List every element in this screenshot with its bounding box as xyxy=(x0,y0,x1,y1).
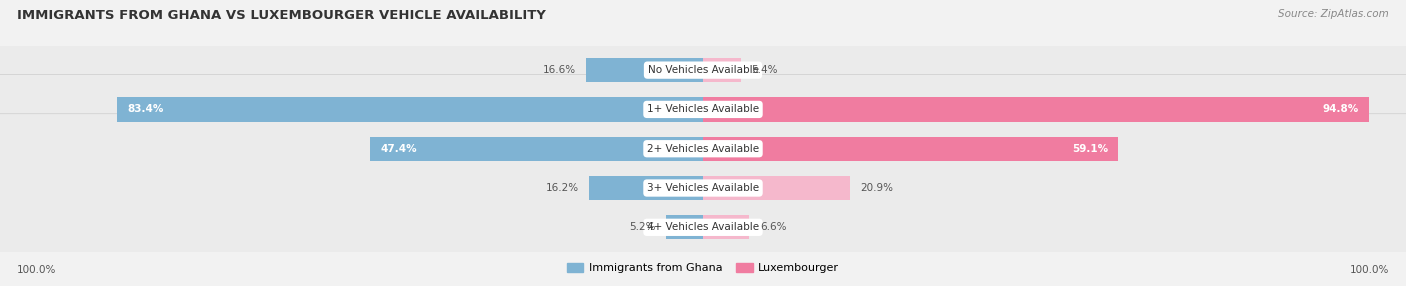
Text: 5.4%: 5.4% xyxy=(752,65,778,75)
Text: 100.0%: 100.0% xyxy=(17,265,56,275)
Text: 3+ Vehicles Available: 3+ Vehicles Available xyxy=(647,183,759,193)
Text: 94.8%: 94.8% xyxy=(1323,104,1360,114)
Legend: Immigrants from Ghana, Luxembourger: Immigrants from Ghana, Luxembourger xyxy=(562,258,844,278)
Text: 20.9%: 20.9% xyxy=(860,183,893,193)
Bar xyxy=(370,136,703,161)
Text: 59.1%: 59.1% xyxy=(1071,144,1108,154)
FancyBboxPatch shape xyxy=(0,74,1406,286)
Text: 100.0%: 100.0% xyxy=(1350,265,1389,275)
Bar xyxy=(703,97,1369,122)
Bar xyxy=(117,97,703,122)
Text: Source: ZipAtlas.com: Source: ZipAtlas.com xyxy=(1278,9,1389,19)
Bar xyxy=(703,215,749,239)
FancyBboxPatch shape xyxy=(0,114,1406,286)
Bar xyxy=(589,176,703,200)
Text: No Vehicles Available: No Vehicles Available xyxy=(648,65,758,75)
Text: 47.4%: 47.4% xyxy=(380,144,418,154)
FancyBboxPatch shape xyxy=(0,0,1406,184)
FancyBboxPatch shape xyxy=(0,35,1406,262)
FancyBboxPatch shape xyxy=(0,0,1406,223)
Bar xyxy=(666,215,703,239)
Text: 5.2%: 5.2% xyxy=(630,222,655,232)
Text: IMMIGRANTS FROM GHANA VS LUXEMBOURGER VEHICLE AVAILABILITY: IMMIGRANTS FROM GHANA VS LUXEMBOURGER VE… xyxy=(17,9,546,21)
Text: 1+ Vehicles Available: 1+ Vehicles Available xyxy=(647,104,759,114)
Bar xyxy=(586,58,703,82)
Bar xyxy=(703,136,1119,161)
Text: 16.6%: 16.6% xyxy=(543,65,576,75)
Bar xyxy=(703,58,741,82)
Text: 4+ Vehicles Available: 4+ Vehicles Available xyxy=(647,222,759,232)
Text: 2+ Vehicles Available: 2+ Vehicles Available xyxy=(647,144,759,154)
Text: 6.6%: 6.6% xyxy=(759,222,786,232)
Text: 83.4%: 83.4% xyxy=(127,104,163,114)
Bar xyxy=(703,176,849,200)
Text: 16.2%: 16.2% xyxy=(546,183,579,193)
